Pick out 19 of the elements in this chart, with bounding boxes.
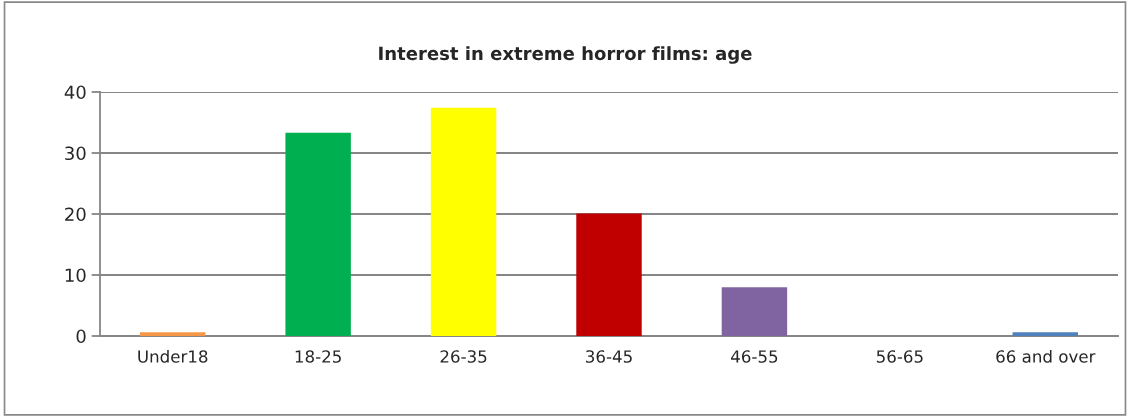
x-tick-label: 66 and over bbox=[996, 349, 1096, 363]
bar bbox=[1012, 332, 1079, 336]
y-tick-label: 10 bbox=[65, 268, 86, 283]
y-tick-label: 40 bbox=[64, 85, 86, 100]
bar bbox=[721, 287, 788, 336]
x-tick-label: 26-35 bbox=[440, 350, 487, 363]
x-tick-label: 56-65 bbox=[876, 350, 923, 363]
bar bbox=[285, 132, 351, 336]
x-tick-label: 46-55 bbox=[731, 350, 778, 363]
bar bbox=[139, 332, 206, 336]
bar bbox=[430, 107, 497, 336]
y-tick-label: 0 bbox=[76, 329, 86, 344]
x-tick-label: 36-45 bbox=[586, 350, 632, 363]
chart-title: Interest in extreme horror films: age bbox=[379, 46, 752, 64]
y-tick-label: 20 bbox=[65, 207, 86, 222]
x-tick-label: 18-25 bbox=[295, 350, 341, 363]
y-tick-label: 30 bbox=[65, 146, 86, 161]
bar bbox=[576, 213, 642, 336]
x-tick-label: Under18 bbox=[138, 349, 208, 363]
